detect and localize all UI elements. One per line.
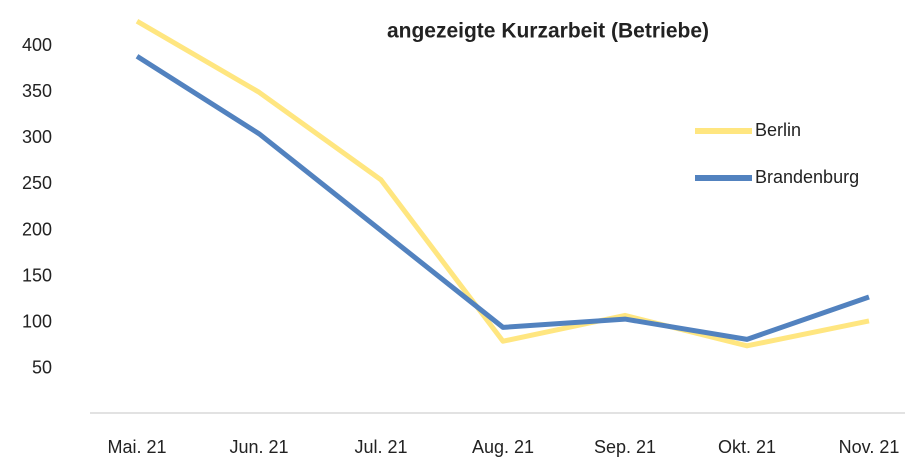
y-tick-label: 200 xyxy=(22,219,52,239)
x-tick-label: Okt. 21 xyxy=(718,437,776,457)
y-tick-label: 350 xyxy=(22,81,52,101)
x-tick-label: Aug. 21 xyxy=(472,437,534,457)
series-line xyxy=(135,19,870,349)
y-tick-label: 250 xyxy=(22,173,52,193)
series-line xyxy=(135,54,870,342)
x-tick-label: Nov. 21 xyxy=(839,437,900,457)
x-tick-label: Sep. 21 xyxy=(594,437,656,457)
y-tick-label: 100 xyxy=(22,312,52,332)
x-tick-label: Jun. 21 xyxy=(229,437,288,457)
chart-title: angezeigte Kurzarbeit (Betriebe) xyxy=(387,20,709,43)
x-tick-label: Jul. 21 xyxy=(354,437,407,457)
legend-label: Berlin xyxy=(755,120,801,140)
y-tick-label: 50 xyxy=(32,358,52,378)
y-tick-label: 400 xyxy=(22,35,52,55)
legend-label: Brandenburg xyxy=(755,167,859,187)
y-tick-label: 150 xyxy=(22,265,52,285)
y-tick-label: 300 xyxy=(22,127,52,147)
x-tick-label: Mai. 21 xyxy=(107,437,166,457)
